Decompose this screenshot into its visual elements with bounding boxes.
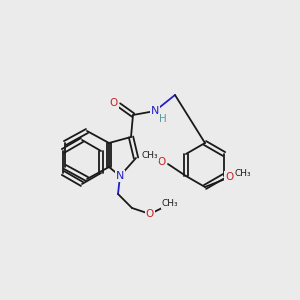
Text: CH₃: CH₃ [142, 152, 158, 160]
Text: N: N [116, 171, 124, 181]
Text: N: N [151, 106, 159, 116]
Text: O: O [158, 157, 166, 167]
Text: O: O [225, 172, 233, 182]
Text: CH₃: CH₃ [162, 200, 178, 208]
Text: CH₃: CH₃ [235, 169, 251, 178]
Text: H: H [159, 114, 167, 124]
Text: O: O [146, 209, 154, 219]
Text: O: O [110, 98, 118, 108]
